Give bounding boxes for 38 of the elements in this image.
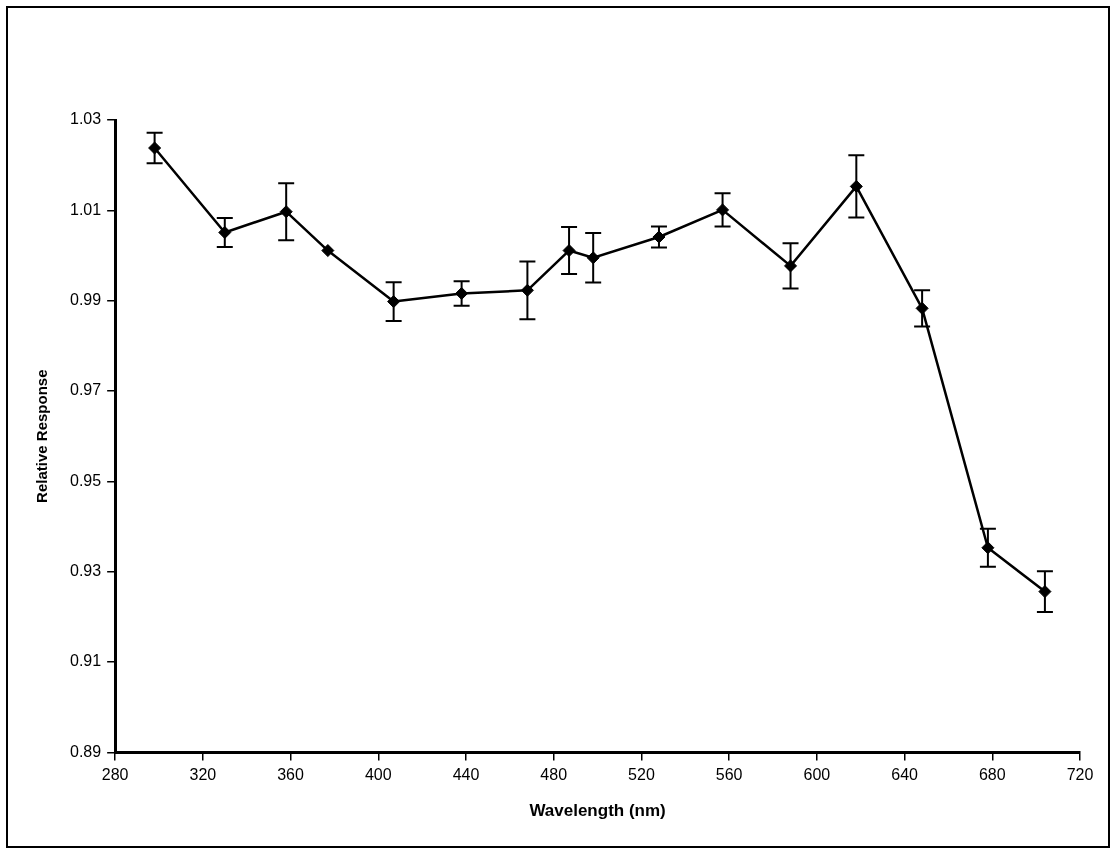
point xyxy=(586,251,600,265)
point xyxy=(279,205,293,219)
x-tick-label: 400 xyxy=(364,766,392,784)
point xyxy=(148,141,162,155)
x-tick-label: 680 xyxy=(978,766,1006,784)
x-tick-label: 320 xyxy=(189,766,217,784)
point xyxy=(1038,585,1052,599)
x-tick-label: 640 xyxy=(891,766,919,784)
y-tick-label: 0.93 xyxy=(70,562,102,580)
point xyxy=(562,244,576,258)
y-tick-label: 0.89 xyxy=(70,742,102,760)
x-tick-label: 480 xyxy=(540,766,568,784)
y-axis-title: Relative Response xyxy=(33,369,51,503)
x-tick-label: 280 xyxy=(101,766,129,784)
x-tick-label: 520 xyxy=(628,766,655,784)
point xyxy=(981,541,995,555)
point xyxy=(652,230,666,244)
x-axis-title: Wavelength (nm) xyxy=(529,801,666,821)
y-tick-label: 0.91 xyxy=(70,652,102,670)
y-tick-label: 0.99 xyxy=(70,291,102,309)
point xyxy=(218,225,232,239)
point xyxy=(915,301,929,315)
x-tick-label: 360 xyxy=(277,766,305,784)
x-tick-label: 440 xyxy=(452,766,480,784)
point xyxy=(321,244,335,258)
point xyxy=(784,259,798,273)
point xyxy=(520,283,534,297)
point xyxy=(716,203,730,217)
y-tick-label: 1.01 xyxy=(70,200,102,218)
x-tick-label: 560 xyxy=(715,766,743,784)
y-tick-label: 1.03 xyxy=(70,110,102,128)
y-tick-label: 0.95 xyxy=(70,471,102,489)
point xyxy=(849,179,863,193)
point xyxy=(387,295,401,309)
point xyxy=(455,286,469,300)
y-tick-label: 0.97 xyxy=(70,381,102,399)
x-tick-label: 600 xyxy=(803,766,831,784)
x-tick-label: 720 xyxy=(1066,766,1094,784)
